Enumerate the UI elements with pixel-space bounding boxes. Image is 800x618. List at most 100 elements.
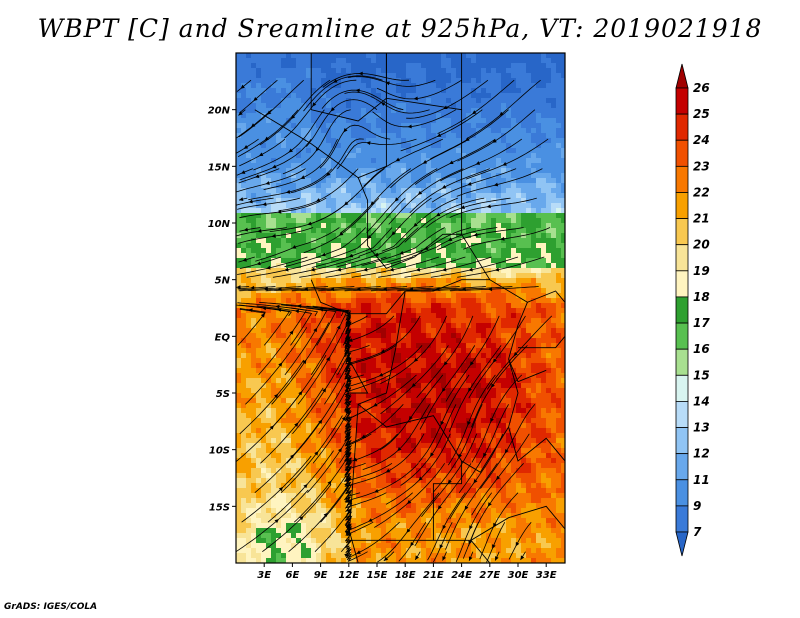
field-cell (541, 208, 547, 214)
field-cell (496, 173, 502, 179)
field-cell (276, 363, 282, 369)
field-cell (551, 73, 557, 79)
field-cell (436, 398, 442, 404)
field-cell (291, 118, 297, 124)
field-cell (396, 118, 402, 124)
field-cell (441, 328, 447, 334)
field-cell (311, 353, 317, 359)
field-cell (396, 418, 402, 424)
field-cell (421, 228, 427, 234)
field-cell (246, 183, 252, 189)
field-cell (306, 113, 312, 119)
field-cell (411, 78, 417, 84)
field-cell (246, 98, 252, 104)
field-cell (251, 323, 257, 329)
field-cell (351, 203, 357, 209)
field-cell (356, 233, 362, 239)
field-cell (256, 328, 262, 334)
field-cell (451, 218, 457, 224)
field-cell (466, 193, 472, 199)
field-cell (516, 313, 522, 319)
field-cell (496, 153, 502, 159)
field-cell (521, 78, 527, 84)
field-cell (296, 278, 302, 284)
field-cell (256, 168, 262, 174)
field-cell (531, 283, 537, 289)
field-cell (466, 223, 472, 229)
field-cell (326, 333, 332, 339)
field-cell (316, 108, 322, 114)
field-cell (286, 193, 292, 199)
field-cell (491, 323, 497, 329)
field-cell (516, 263, 522, 269)
field-cell (451, 308, 457, 314)
field-cell (321, 218, 327, 224)
field-cell (391, 273, 397, 279)
field-cell (236, 348, 242, 354)
field-cell (491, 413, 497, 419)
field-cell (456, 343, 462, 349)
field-cell (476, 168, 482, 174)
field-cell (536, 58, 542, 64)
field-cell (266, 318, 272, 324)
field-cell (331, 103, 337, 109)
field-cell (501, 268, 507, 274)
field-cell (326, 293, 332, 299)
field-cell (496, 393, 502, 399)
field-cell (516, 418, 522, 424)
field-cell (406, 113, 412, 119)
field-cell (331, 233, 337, 239)
field-cell (561, 118, 565, 124)
field-cell (416, 373, 422, 379)
field-cell (556, 108, 562, 114)
field-cell (261, 308, 267, 314)
field-cell (281, 133, 287, 139)
field-cell (481, 208, 487, 214)
field-cell (466, 283, 472, 289)
field-cell (461, 113, 467, 119)
field-cell (251, 113, 257, 119)
field-cell (476, 393, 482, 399)
field-cell (461, 303, 467, 309)
field-cell (461, 273, 467, 279)
field-cell (441, 148, 447, 154)
field-cell (491, 313, 497, 319)
field-cell (361, 238, 367, 244)
field-cell (361, 273, 367, 279)
field-cell (526, 348, 532, 354)
field-cell (246, 78, 252, 84)
field-cell (321, 123, 327, 129)
field-cell (481, 418, 487, 424)
field-cell (396, 368, 402, 374)
field-cell (241, 393, 247, 399)
field-cell (386, 223, 392, 229)
field-cell (486, 393, 492, 399)
field-cell (416, 78, 422, 84)
field-cell (306, 58, 312, 64)
field-cell (476, 323, 482, 329)
field-cell (436, 363, 442, 369)
field-cell (356, 243, 362, 249)
field-cell (361, 303, 367, 309)
field-cell (516, 383, 522, 389)
field-cell (466, 408, 472, 414)
field-cell (511, 413, 517, 419)
field-cell (416, 158, 422, 164)
field-cell (491, 168, 497, 174)
field-cell (386, 313, 392, 319)
field-cell (391, 283, 397, 289)
field-cell (311, 123, 317, 129)
field-cell (341, 148, 347, 154)
field-cell (456, 398, 462, 404)
field-cell (501, 298, 507, 304)
field-cell (396, 133, 402, 139)
field-cell (356, 408, 362, 414)
field-cell (236, 313, 242, 319)
field-cell (411, 88, 417, 94)
field-cell (541, 283, 547, 289)
field-cell (486, 103, 492, 109)
field-cell (436, 183, 442, 189)
field-cell (366, 288, 372, 294)
field-cell (461, 208, 467, 214)
field-cell (436, 193, 442, 199)
